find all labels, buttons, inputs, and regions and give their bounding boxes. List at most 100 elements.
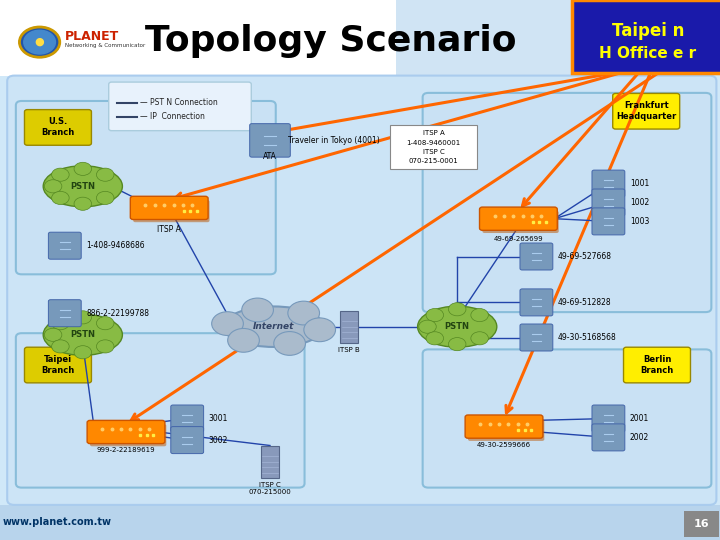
FancyBboxPatch shape [592, 170, 625, 197]
FancyBboxPatch shape [480, 207, 557, 230]
Text: 16: 16 [693, 519, 709, 529]
Text: Berlin
Branch: Berlin Branch [640, 355, 674, 375]
Circle shape [52, 340, 69, 353]
Circle shape [449, 338, 466, 350]
Ellipse shape [223, 306, 324, 347]
Circle shape [52, 168, 69, 181]
FancyBboxPatch shape [684, 511, 719, 537]
Text: H Office e r: H Office e r [600, 46, 696, 62]
FancyBboxPatch shape [390, 125, 477, 169]
Text: 1-408-9460001: 1-408-9460001 [407, 139, 461, 146]
Text: PSTN: PSTN [71, 182, 95, 191]
Circle shape [274, 332, 305, 355]
FancyBboxPatch shape [572, 0, 720, 73]
FancyBboxPatch shape [24, 110, 91, 145]
FancyBboxPatch shape [90, 424, 166, 446]
FancyBboxPatch shape [7, 76, 716, 505]
FancyBboxPatch shape [16, 101, 276, 274]
Ellipse shape [43, 314, 122, 355]
FancyBboxPatch shape [109, 82, 251, 131]
FancyBboxPatch shape [171, 427, 204, 454]
Text: 886-2-22199788: 886-2-22199788 [86, 309, 150, 318]
FancyBboxPatch shape [87, 420, 165, 444]
Circle shape [228, 328, 259, 352]
Circle shape [304, 318, 336, 342]
FancyBboxPatch shape [592, 208, 625, 235]
FancyBboxPatch shape [592, 189, 625, 216]
Circle shape [74, 163, 91, 176]
Text: 1-408-9468686: 1-408-9468686 [86, 241, 145, 250]
Text: 1002: 1002 [630, 198, 649, 207]
FancyBboxPatch shape [16, 333, 305, 488]
FancyBboxPatch shape [613, 93, 680, 129]
Text: 999-2-22189619: 999-2-22189619 [96, 447, 156, 453]
Circle shape [471, 308, 488, 322]
Text: 49-30-2599666: 49-30-2599666 [477, 442, 531, 448]
FancyBboxPatch shape [130, 196, 208, 219]
Circle shape [419, 320, 436, 333]
FancyBboxPatch shape [423, 349, 711, 488]
Circle shape [74, 197, 91, 210]
Text: 3002: 3002 [209, 436, 228, 444]
Circle shape [52, 191, 69, 205]
FancyBboxPatch shape [592, 424, 625, 451]
FancyBboxPatch shape [24, 347, 91, 383]
FancyBboxPatch shape [261, 446, 279, 478]
Circle shape [242, 298, 274, 322]
FancyBboxPatch shape [396, 0, 720, 76]
Text: Taipei n: Taipei n [612, 22, 684, 40]
FancyBboxPatch shape [250, 124, 290, 157]
FancyBboxPatch shape [133, 200, 210, 222]
Circle shape [45, 328, 62, 341]
Text: — IP  Connection: — IP Connection [140, 112, 205, 121]
Circle shape [426, 332, 444, 345]
FancyBboxPatch shape [340, 310, 359, 343]
Text: ITSP B: ITSP B [338, 347, 360, 353]
Text: PLANET: PLANET [65, 30, 119, 43]
Text: ITSP C
070-215000: ITSP C 070-215000 [248, 482, 292, 495]
Circle shape [288, 301, 320, 325]
Text: Traveler in Tokyo (4001): Traveler in Tokyo (4001) [288, 136, 379, 145]
Circle shape [212, 312, 243, 335]
Circle shape [96, 316, 114, 330]
FancyBboxPatch shape [0, 0, 720, 76]
Text: 49-69-265699: 49-69-265699 [494, 236, 543, 242]
Text: U.S.
Branch: U.S. Branch [41, 117, 75, 138]
Text: ITSP A: ITSP A [423, 130, 445, 137]
Text: 2001: 2001 [630, 414, 649, 423]
Text: ITSP A: ITSP A [157, 225, 181, 234]
Text: — PST N Connection: — PST N Connection [140, 98, 218, 107]
FancyBboxPatch shape [171, 405, 204, 432]
FancyBboxPatch shape [520, 289, 553, 316]
Circle shape [45, 180, 62, 193]
Ellipse shape [43, 166, 122, 207]
Text: 2002: 2002 [630, 433, 649, 442]
Circle shape [74, 311, 91, 324]
Text: 070-215-0001: 070-215-0001 [409, 158, 459, 164]
Text: ITSP C: ITSP C [423, 148, 445, 155]
Text: ●: ● [35, 37, 45, 47]
Text: 49-69-512828: 49-69-512828 [558, 298, 611, 307]
Ellipse shape [418, 306, 497, 347]
Text: PSTN: PSTN [71, 330, 95, 339]
FancyBboxPatch shape [423, 93, 711, 312]
Text: Networking & Communicator: Networking & Communicator [65, 43, 145, 48]
FancyBboxPatch shape [624, 347, 690, 383]
Circle shape [426, 308, 444, 322]
FancyBboxPatch shape [592, 405, 625, 432]
Circle shape [96, 340, 114, 353]
Text: Taipei
Branch: Taipei Branch [41, 355, 75, 375]
Text: 49-69-527668: 49-69-527668 [558, 252, 612, 261]
Text: Frankfurt
Headquarter: Frankfurt Headquarter [616, 101, 676, 122]
Text: 49-30-5168568: 49-30-5168568 [558, 333, 617, 342]
Text: PSTN: PSTN [445, 322, 469, 331]
FancyBboxPatch shape [520, 324, 553, 351]
Circle shape [52, 316, 69, 330]
FancyBboxPatch shape [520, 243, 553, 270]
Circle shape [471, 332, 488, 345]
Text: 1001: 1001 [630, 179, 649, 188]
Circle shape [19, 27, 60, 57]
Circle shape [24, 30, 55, 54]
FancyBboxPatch shape [0, 76, 720, 505]
Text: Topology Scenario: Topology Scenario [145, 24, 517, 57]
